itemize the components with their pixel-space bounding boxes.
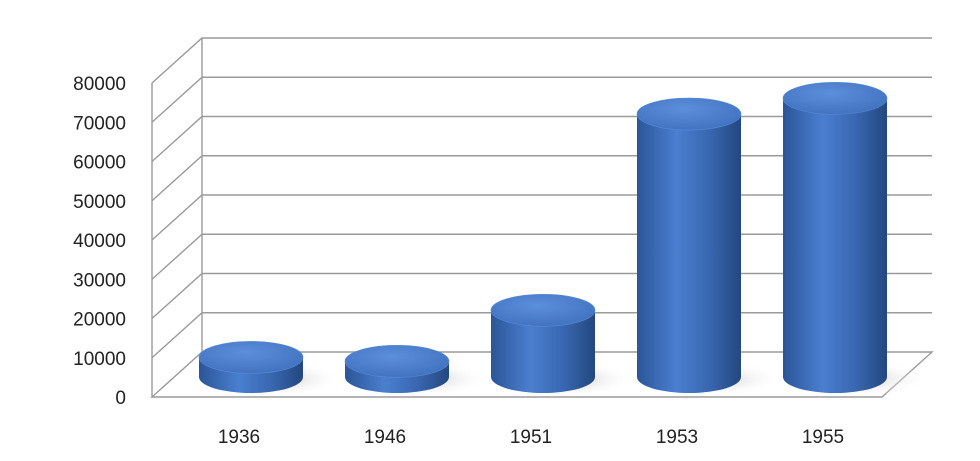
bar <box>636 97 781 397</box>
bar-top <box>198 341 304 374</box>
bar-top <box>782 82 888 115</box>
x-tick-label: 1951 <box>510 427 552 448</box>
gridline <box>151 76 932 123</box>
y-tick-label: 70000 <box>73 113 126 134</box>
bar <box>490 293 635 397</box>
y-tick-label: 0 <box>115 388 126 409</box>
x-axis-ticks: 1936 1946 1951 1953 1955 <box>218 427 844 448</box>
y-tick-label: 60000 <box>73 153 126 174</box>
x-tick-label: 1953 <box>656 427 698 448</box>
y-tick-label: 40000 <box>73 231 126 252</box>
y-axis-ticks: 0 10000 20000 30000 40000 50000 60000 70000 8000… <box>73 74 126 409</box>
bar-top <box>490 293 596 327</box>
gridline <box>151 37 932 84</box>
y-tick-label: 10000 <box>73 349 126 370</box>
x-tick-label: 1955 <box>802 427 844 448</box>
y-tick-label: 50000 <box>73 192 126 213</box>
bar-body <box>637 114 741 394</box>
bar-top <box>344 344 450 378</box>
y-tick-label: 80000 <box>73 74 126 95</box>
x-tick-label: 1946 <box>364 427 406 448</box>
x-tick-label: 1936 <box>218 427 260 448</box>
bar-top <box>636 97 742 131</box>
bar <box>782 82 927 397</box>
bar <box>198 341 343 397</box>
gridlines <box>151 37 932 359</box>
y-tick-label: 30000 <box>73 270 126 291</box>
chart-floor <box>150 351 934 398</box>
bar-body <box>783 98 887 393</box>
bar <box>344 344 489 397</box>
bar-body <box>491 310 595 393</box>
y-tick-label: 20000 <box>73 310 126 331</box>
bars <box>198 82 927 397</box>
